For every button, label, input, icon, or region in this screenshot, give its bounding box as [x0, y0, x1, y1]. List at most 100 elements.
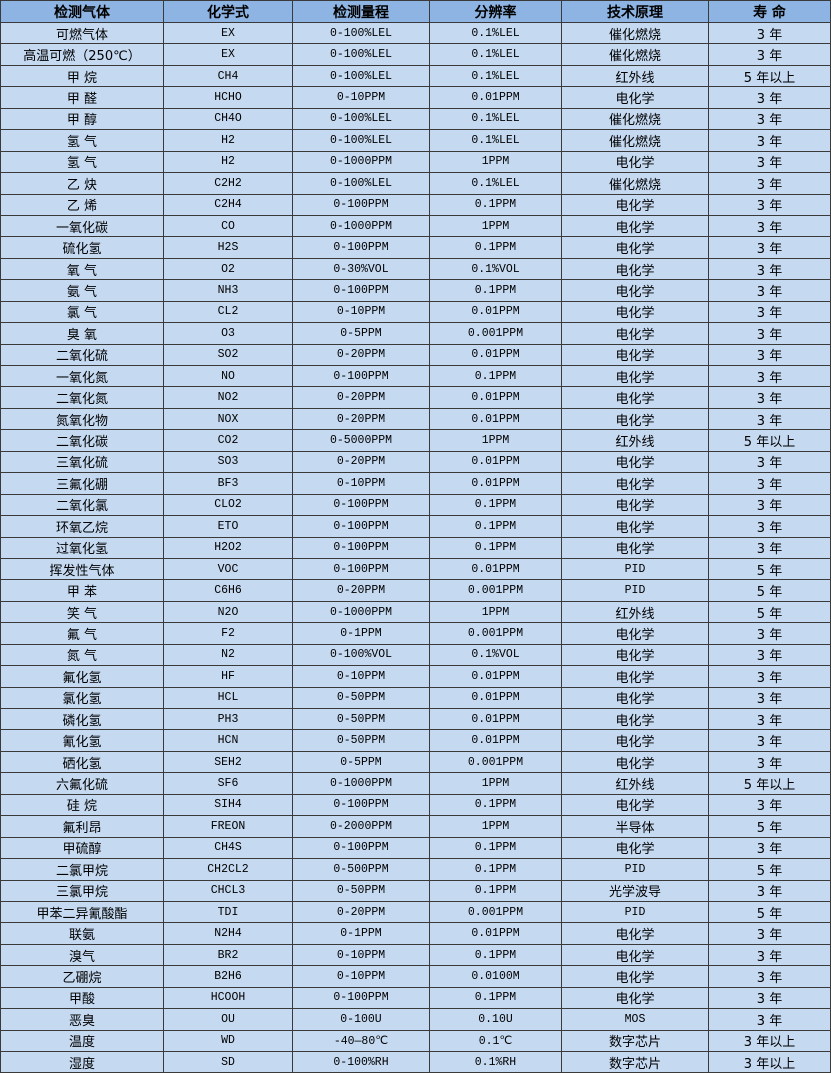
cell-principle: 电化学	[561, 836, 709, 860]
cell-formula: CH4O	[163, 107, 293, 131]
cell-resolution: 0.1PPM	[429, 943, 562, 967]
cell-range: 0-100PPM	[292, 279, 430, 302]
cell-formula: HCL	[163, 686, 293, 710]
cell-formula: CH2CL2	[163, 858, 293, 881]
cell-formula: H2O2	[163, 536, 293, 559]
table-row: 乙 炔 C2H2 0-100%LEL 0.1%LEL 催化燃烧 3 年	[0, 172, 831, 195]
cell-gas-name: 氟化氢	[0, 665, 164, 688]
cell-range: 0-100U	[292, 1008, 430, 1031]
cell-lifetime: 3 年以上	[708, 1050, 831, 1074]
table-row: 三氟化硼 BF3 0-10PPM 0.01PPM 电化学 3 年	[0, 472, 831, 495]
cell-formula: CO	[163, 214, 293, 238]
cell-principle: 电化学	[561, 214, 709, 238]
cell-resolution: 0.01PPM	[429, 386, 562, 409]
cell-lifetime: 3 年	[708, 536, 831, 559]
table-row: 臭 氧 O3 0-5PPM 0.001PPM 电化学 3 年	[0, 322, 831, 345]
cell-resolution: 0.1%LEL	[429, 43, 562, 66]
table-row: 甲苯二异氰酸酯 TDI 0-20PPM 0.001PPM PID 5 年	[0, 900, 831, 924]
cell-lifetime: 3 年	[708, 643, 831, 667]
cell-principle: 电化学	[561, 986, 709, 1010]
cell-range: 0-30%VOL	[292, 257, 430, 281]
cell-range: 0-1000PPM	[292, 772, 430, 795]
cell-formula: C2H4	[163, 193, 293, 216]
cell-range: 0-100%LEL	[292, 129, 430, 152]
cell-gas-name: 二氯甲烷	[0, 858, 164, 881]
cell-gas-name: 氯化氢	[0, 686, 164, 710]
cell-lifetime: 3 年	[708, 172, 831, 195]
cell-range: 0-20PPM	[292, 386, 430, 409]
cell-gas-name: 甲硫醇	[0, 836, 164, 860]
cell-range: 0-1000PPM	[292, 600, 430, 624]
cell-resolution: 0.1PPM	[429, 536, 562, 559]
cell-principle: 电化学	[561, 257, 709, 281]
table-body: 可燃气体 EX 0-100%LEL 0.1%LEL 催化燃烧 3 年高温可燃（250℃） E…	[0, 21, 831, 1074]
cell-principle: 电化学	[561, 364, 709, 388]
cell-resolution: 0.01PPM	[429, 472, 562, 495]
cell-principle: 电化学	[561, 729, 709, 752]
cell-principle: PID	[561, 858, 709, 881]
cell-gas-name: 甲苯二异氰酸酯	[0, 900, 164, 924]
cell-gas-name: 氟利昂	[0, 815, 164, 838]
table-row: 氮 气 N2 0-100%VOL 0.1%VOL 电化学 3 年	[0, 643, 831, 667]
cell-range: 0-10PPM	[292, 86, 430, 109]
cell-formula: F2	[163, 622, 293, 645]
cell-lifetime: 3 年	[708, 750, 831, 774]
table-row: 联氨 N2H4 0-1PPM 0.01PPM 电化学 3 年	[0, 922, 831, 945]
cell-formula: SO3	[163, 450, 293, 474]
table-row: 二氧化碳 CO2 0-5000PPM 1PPM 红外线 5 年以上	[0, 429, 831, 452]
cell-principle: 电化学	[561, 86, 709, 109]
cell-gas-name: 二氧化氮	[0, 386, 164, 409]
cell-resolution: 0.01PPM	[429, 686, 562, 710]
table-row: 二氧化氯 CLO2 0-100PPM 0.1PPM 电化学 3 年	[0, 493, 831, 517]
cell-resolution: 0.1PPM	[429, 364, 562, 388]
cell-principle: 电化学	[561, 536, 709, 559]
cell-lifetime: 3 年	[708, 86, 831, 109]
cell-formula: OU	[163, 1008, 293, 1031]
cell-principle: 电化学	[561, 665, 709, 688]
cell-gas-name: 高温可燃（250℃）	[0, 43, 164, 66]
cell-formula: N2	[163, 643, 293, 667]
header-resolution: 分辨率	[429, 0, 562, 23]
cell-gas-name: 甲 醇	[0, 107, 164, 131]
header-lifetime: 寿 命	[708, 0, 831, 23]
cell-principle: 电化学	[561, 150, 709, 174]
cell-range: 0-2000PPM	[292, 815, 430, 838]
cell-principle: 光学波导	[561, 879, 709, 902]
table-row: 环氧乙烷 ETO 0-100PPM 0.1PPM 电化学 3 年	[0, 515, 831, 538]
cell-resolution: 0.01PPM	[429, 922, 562, 945]
cell-formula: C2H2	[163, 172, 293, 195]
cell-resolution: 0.01PPM	[429, 86, 562, 109]
cell-lifetime: 3 年	[708, 407, 831, 431]
cell-range: 0-100%LEL	[292, 64, 430, 88]
cell-lifetime: 3 年	[708, 729, 831, 752]
cell-principle: 电化学	[561, 622, 709, 645]
cell-gas-name: 氯 气	[0, 300, 164, 324]
cell-gas-name: 甲酸	[0, 986, 164, 1010]
cell-gas-name: 氮 气	[0, 643, 164, 667]
cell-formula: O3	[163, 322, 293, 345]
cell-range: 0-1000PPM	[292, 150, 430, 174]
table-row: 温度 WD -40—80℃ 0.1℃ 数字芯片 3 年以上	[0, 1029, 831, 1053]
cell-principle: 催化燃烧	[561, 107, 709, 131]
table-row: 甲 烷 CH4 0-100%LEL 0.1%LEL 红外线 5 年以上	[0, 64, 831, 88]
table-row: 氯化氢 HCL 0-50PPM 0.01PPM 电化学 3 年	[0, 686, 831, 710]
cell-range: 0-100%LEL	[292, 172, 430, 195]
cell-resolution: 0.10U	[429, 1008, 562, 1031]
cell-lifetime: 3 年	[708, 129, 831, 152]
cell-lifetime: 3 年	[708, 150, 831, 174]
cell-resolution: 0.1PPM	[429, 793, 562, 817]
cell-range: 0-100%LEL	[292, 21, 430, 45]
cell-resolution: 0.1PPM	[429, 236, 562, 259]
cell-formula: N2O	[163, 600, 293, 624]
cell-lifetime: 3 年	[708, 793, 831, 817]
table-row: 氢 气 H2 0-100%LEL 0.1%LEL 催化燃烧 3 年	[0, 129, 831, 152]
table-row: 氯 气 CL2 0-10PPM 0.01PPM 电化学 3 年	[0, 300, 831, 324]
cell-formula: WD	[163, 1029, 293, 1053]
cell-resolution: 0.1PPM	[429, 193, 562, 216]
cell-gas-name: 乙硼烷	[0, 965, 164, 988]
cell-resolution: 0.01PPM	[429, 343, 562, 367]
cell-resolution: 0.01PPM	[429, 557, 562, 581]
table-row: 溴气 BR2 0-10PPM 0.1PPM 电化学 3 年	[0, 943, 831, 967]
cell-gas-name: 笑 气	[0, 600, 164, 624]
cell-principle: 电化学	[561, 965, 709, 988]
